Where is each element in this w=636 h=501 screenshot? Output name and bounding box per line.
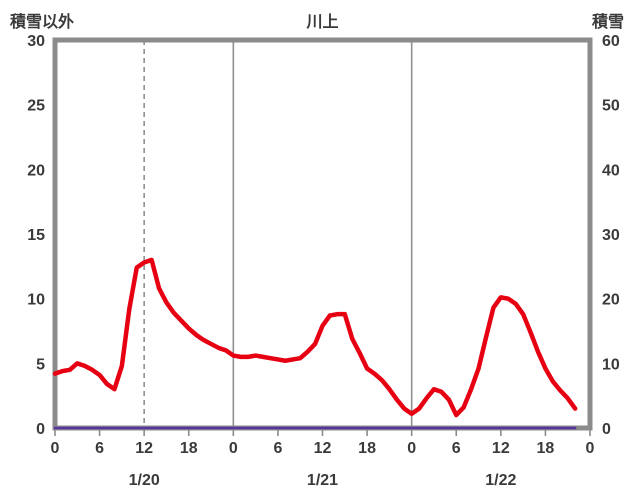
x-axis-hour-label: 0: [586, 440, 595, 457]
left-axis-tick-label: 10: [27, 292, 45, 309]
left-axis-tick-label: 30: [27, 33, 45, 50]
x-axis-hour-label: 12: [492, 440, 510, 457]
x-axis-hour-label: 18: [537, 440, 555, 457]
x-axis-hour-label: 0: [229, 440, 238, 457]
right-axis-tick-label: 50: [602, 98, 620, 115]
x-axis-hour-label: 0: [51, 440, 60, 457]
x-axis-hour-label: 0: [407, 440, 416, 457]
left-axis-tick-label: 0: [36, 421, 45, 438]
x-axis-hour-label: 6: [452, 440, 461, 457]
right-axis-title: 積雪: [591, 14, 624, 31]
x-axis-hour-label: 18: [358, 440, 376, 457]
series-line: [52, 257, 578, 418]
right-axis-tick-label: 20: [602, 292, 620, 309]
right-axis-tick-label: 40: [602, 162, 620, 179]
right-axis-tick-label: 60: [602, 33, 620, 50]
x-axis-hour-label: 6: [95, 440, 104, 457]
x-axis-hour-label: 6: [273, 440, 282, 457]
left-axis-tick-label: 5: [36, 356, 45, 373]
right-axis-tick-label: 0: [602, 421, 611, 438]
left-axis-title: 積雪以外: [10, 14, 75, 31]
x-axis-hour-label: 18: [180, 440, 198, 457]
x-axis-date-label: 1/20: [129, 472, 160, 489]
right-axis-tick-label: 10: [602, 356, 620, 373]
chart-title: 川上: [306, 14, 339, 31]
x-axis-hour-label: 12: [135, 440, 153, 457]
left-axis-tick-label: 25: [27, 98, 45, 115]
x-axis-date-label: 1/21: [307, 472, 338, 489]
x-axis-date-label: 1/22: [485, 472, 516, 489]
left-axis-tick-label: 15: [27, 227, 45, 244]
x-axis-hour-label: 12: [314, 440, 332, 457]
right-axis-tick-label: 30: [602, 227, 620, 244]
left-axis-tick-label: 20: [27, 162, 45, 179]
plot-area: [55, 40, 590, 428]
